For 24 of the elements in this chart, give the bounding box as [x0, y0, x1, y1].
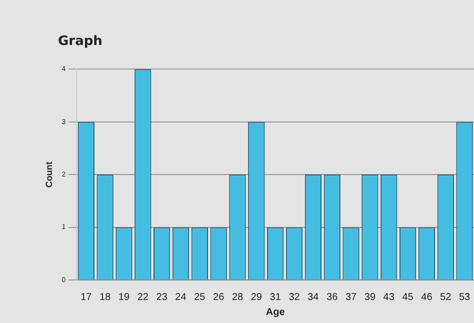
x-tick-label: 43	[383, 292, 395, 303]
x-tick-label: 37	[345, 292, 358, 303]
x-tick-label: 29	[250, 292, 262, 303]
x-tick-label: 32	[288, 292, 300, 303]
x-tick-label: 23	[156, 292, 168, 303]
x-tick-label: 17	[80, 292, 92, 303]
x-tick-label: 52	[440, 292, 452, 303]
x-tick-label: 36	[326, 292, 338, 303]
x-tick-label: 45	[402, 292, 414, 303]
x-tick-label: 19	[118, 292, 130, 303]
x-tick-label: 31	[270, 292, 282, 303]
x-tick-label: 34	[308, 292, 320, 303]
x-tick-label: 39	[364, 292, 376, 303]
x-tick-label: 53	[458, 292, 471, 303]
x-tick-label: 25	[194, 292, 206, 303]
y-axis-title: Count	[44, 162, 54, 188]
x-tick-label: 46	[421, 292, 433, 303]
x-tick-label: 22	[137, 292, 149, 303]
x-tick-label: 28	[232, 292, 244, 303]
x-axis-title: Age	[266, 306, 286, 318]
chart-title: Graph	[58, 34, 102, 49]
x-tick-label: 18	[100, 292, 112, 303]
x-tick-label: 26	[213, 292, 225, 303]
x-tick-label: 24	[175, 292, 187, 303]
